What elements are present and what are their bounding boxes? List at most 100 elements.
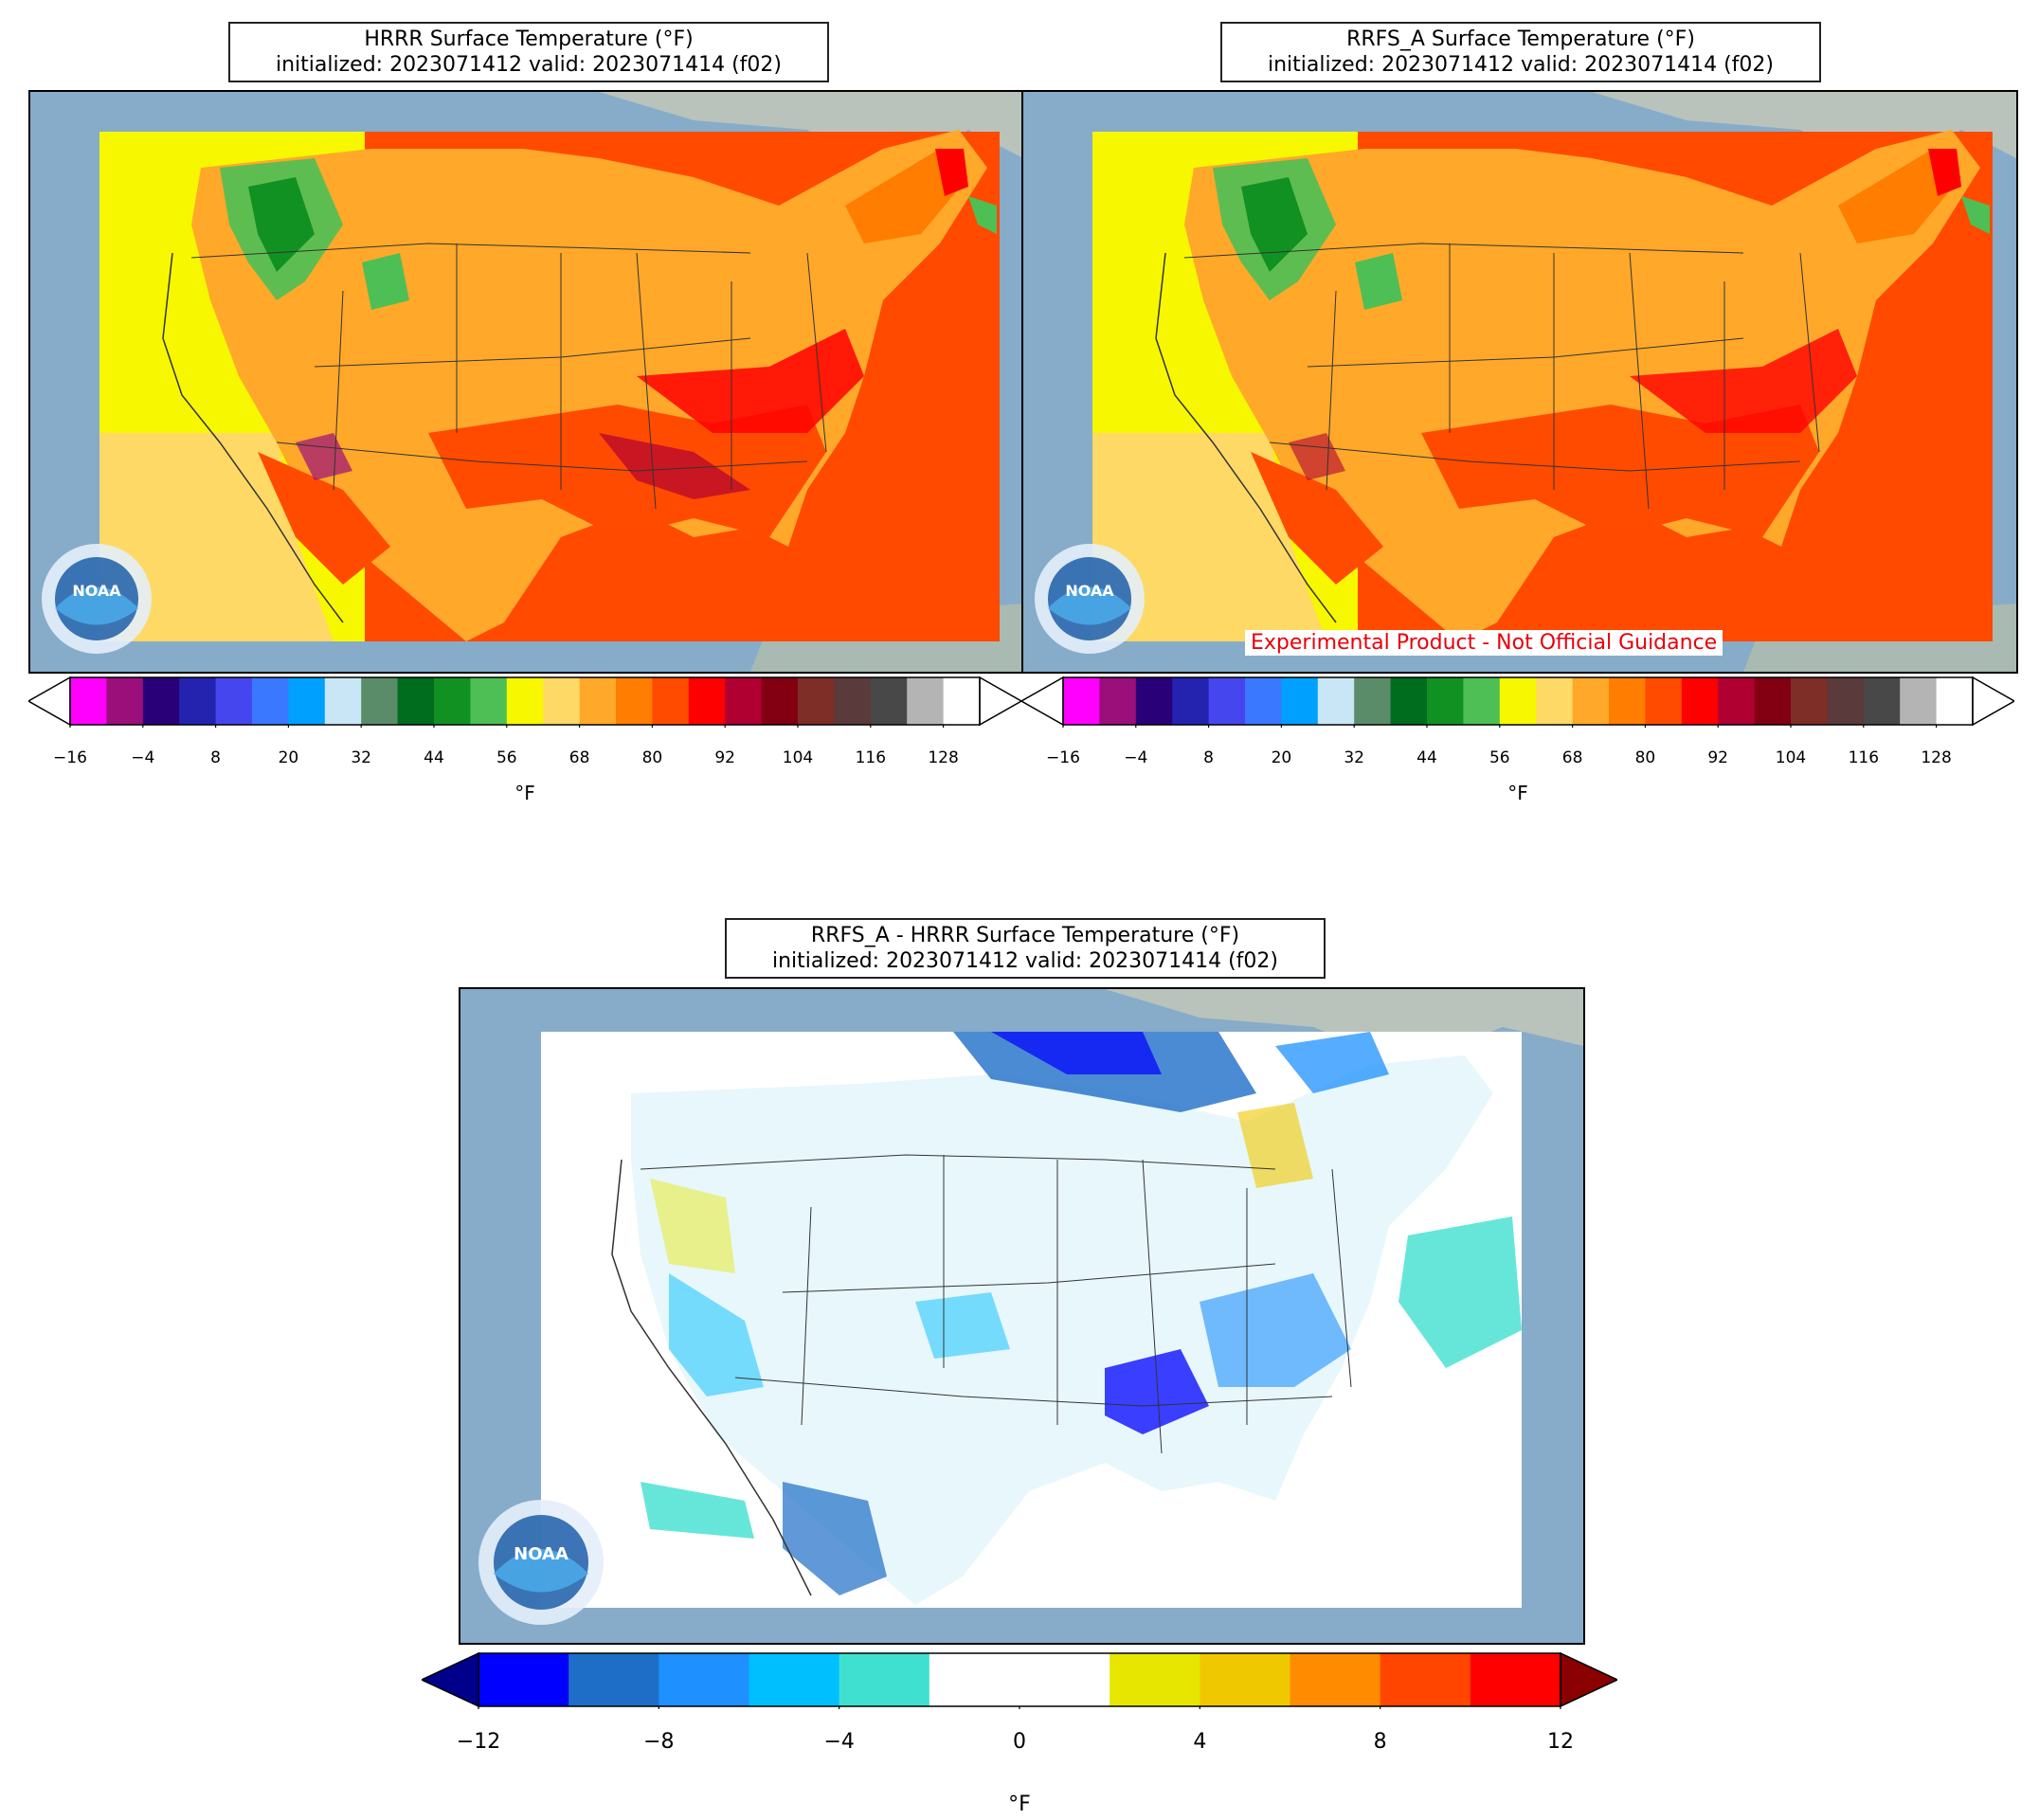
colorbar-cell (324, 677, 362, 725)
colorbar-cell (579, 677, 617, 725)
colorbar-cell (361, 677, 399, 725)
colorbar-cell (839, 1653, 930, 1706)
colorbar-tick-label: 104 (782, 748, 814, 767)
colorbar-tick-label: 92 (1707, 748, 1729, 767)
colorbar-cell (1754, 677, 1792, 725)
colorbar-tick-label: −16 (1046, 748, 1080, 767)
colorbar-tick-label: 20 (1271, 748, 1292, 767)
svg-text:NOAA: NOAA (72, 582, 121, 600)
colorbar-cell (215, 677, 253, 725)
svg-text:NOAA: NOAA (1065, 582, 1114, 600)
colorbar-cell (1900, 677, 1938, 725)
colorbar-cell (568, 1653, 659, 1706)
diff-colorbar (422, 1651, 1617, 1709)
colorbar-tick-label: 128 (928, 748, 959, 767)
colorbar-cell (434, 677, 471, 725)
colorbar-tick-label: 44 (424, 748, 444, 767)
colorbar-cell (1499, 677, 1537, 725)
rrfs-title-line2: initialized: 2023071412 valid: 202307141… (1268, 53, 1774, 77)
hrrr-noaa-logo-icon: NOAA (42, 544, 152, 654)
colorbar-tick-label: 128 (1921, 748, 1952, 767)
colorbar-cell (1681, 677, 1719, 725)
colorbar-cell (543, 677, 581, 725)
colorbar-cell (688, 677, 726, 725)
rrfs-title-line1: RRFS_A Surface Temperature (°F) (1346, 27, 1695, 51)
colorbar-tick-label: 116 (1848, 748, 1880, 767)
hrrr-colorbar (28, 676, 1021, 728)
colorbar-cell (1936, 677, 1974, 725)
colorbar-cell (616, 677, 653, 725)
experimental-disclaimer: Experimental Product - Not Official Guid… (1245, 630, 1723, 656)
colorbar-cell (1380, 1653, 1471, 1706)
rrfs-title: RRFS_A Surface Temperature (°F) initiali… (1220, 22, 1821, 82)
rrfs-map[interactable]: NOAA Experimental Product - Not Official… (1021, 90, 2018, 674)
hrrr-colorbar-unit: °F (514, 782, 535, 804)
colorbar-tick-label: 32 (1344, 748, 1365, 767)
colorbar-cell (1390, 677, 1428, 725)
colorbar-cell (1791, 677, 1828, 725)
colorbar-cell (397, 677, 435, 725)
colorbar-cell (1099, 677, 1137, 725)
colorbar-tick-label: −8 (643, 1730, 675, 1754)
colorbar-cell (70, 677, 107, 725)
colorbar-cell (1172, 677, 1210, 725)
colorbar-cell (761, 677, 799, 725)
colorbar-cell (907, 677, 945, 725)
colorbar-cell (749, 1653, 840, 1706)
colorbar-cell (1609, 677, 1646, 725)
hrrr-title: HRRR Surface Temperature (°F) initialize… (228, 22, 829, 82)
colorbar-tick-label: 8 (1373, 1730, 1387, 1754)
colorbar-tick-label: 44 (1416, 748, 1437, 767)
diff-map[interactable]: NOAA (459, 987, 1585, 1645)
colorbar-tick-label: 80 (1634, 748, 1656, 767)
diff-noaa-logo-icon: NOAA (478, 1500, 604, 1625)
colorbar-cell (1020, 1653, 1110, 1706)
hrrr-map[interactable]: NOAA (28, 90, 1025, 674)
hrrr-colorbar-over-arrow (979, 676, 1021, 727)
diff-title-line1: RRFS_A - HRRR Surface Temperature (°F) (810, 924, 1240, 947)
colorbar-cell (943, 677, 981, 725)
colorbar-cell (1863, 677, 1901, 725)
colorbar-cell (725, 677, 763, 725)
diff-cold-spot (1105, 1349, 1209, 1434)
colorbar-tick-label: 8 (210, 748, 222, 767)
colorbar-tick-label: 32 (351, 748, 372, 767)
diff-colorbar-unit: °F (1008, 1793, 1031, 1816)
colorbar-cell (834, 677, 872, 725)
colorbar-cell (1135, 677, 1173, 725)
colorbar-tick-label: 80 (641, 748, 663, 767)
colorbar-cell (288, 677, 326, 725)
colorbar-cell (1536, 677, 1574, 725)
colorbar-tick-label: 68 (1561, 748, 1583, 767)
colorbar-tick-label: 104 (1775, 748, 1807, 767)
colorbar-cell (1718, 677, 1756, 725)
diff-title-line2: initialized: 2023071412 valid: 202307141… (772, 949, 1278, 973)
rrfs-colorbar (1021, 676, 2014, 728)
colorbar-cell (179, 677, 217, 725)
colorbar-tick-label: 8 (1203, 748, 1215, 767)
colorbar-tick-label: 20 (278, 748, 299, 767)
colorbar-cell (506, 677, 544, 725)
colorbar-tick-label: 12 (1547, 1730, 1574, 1754)
colorbar-tick-label: 116 (855, 748, 887, 767)
colorbar-cell (252, 677, 289, 725)
colorbar-cell (1245, 677, 1282, 725)
colorbar-cell (1317, 677, 1355, 725)
colorbar-cell (1281, 677, 1319, 725)
colorbar-cell (1110, 1653, 1200, 1706)
colorbar-cell (1463, 677, 1501, 725)
colorbar-tick-label: 4 (1193, 1730, 1207, 1754)
colorbar-tick-label: 56 (1489, 748, 1510, 767)
hrrr-title-line1: HRRR Surface Temperature (°F) (364, 27, 694, 51)
colorbar-tick-label: −12 (456, 1730, 501, 1754)
colorbar-cell (652, 677, 690, 725)
colorbar-cell (1208, 677, 1246, 725)
colorbar-tick-label: −4 (1124, 748, 1148, 767)
colorbar-tick-label: −16 (53, 748, 87, 767)
rrfs-colorbar-under-arrow (1021, 676, 1064, 727)
rrfs-noaa-logo-icon: NOAA (1035, 544, 1145, 654)
colorbar-cell (659, 1653, 749, 1706)
colorbar-tick-label: −4 (131, 748, 155, 767)
colorbar-cell (470, 677, 508, 725)
colorbar-cell (870, 677, 908, 725)
